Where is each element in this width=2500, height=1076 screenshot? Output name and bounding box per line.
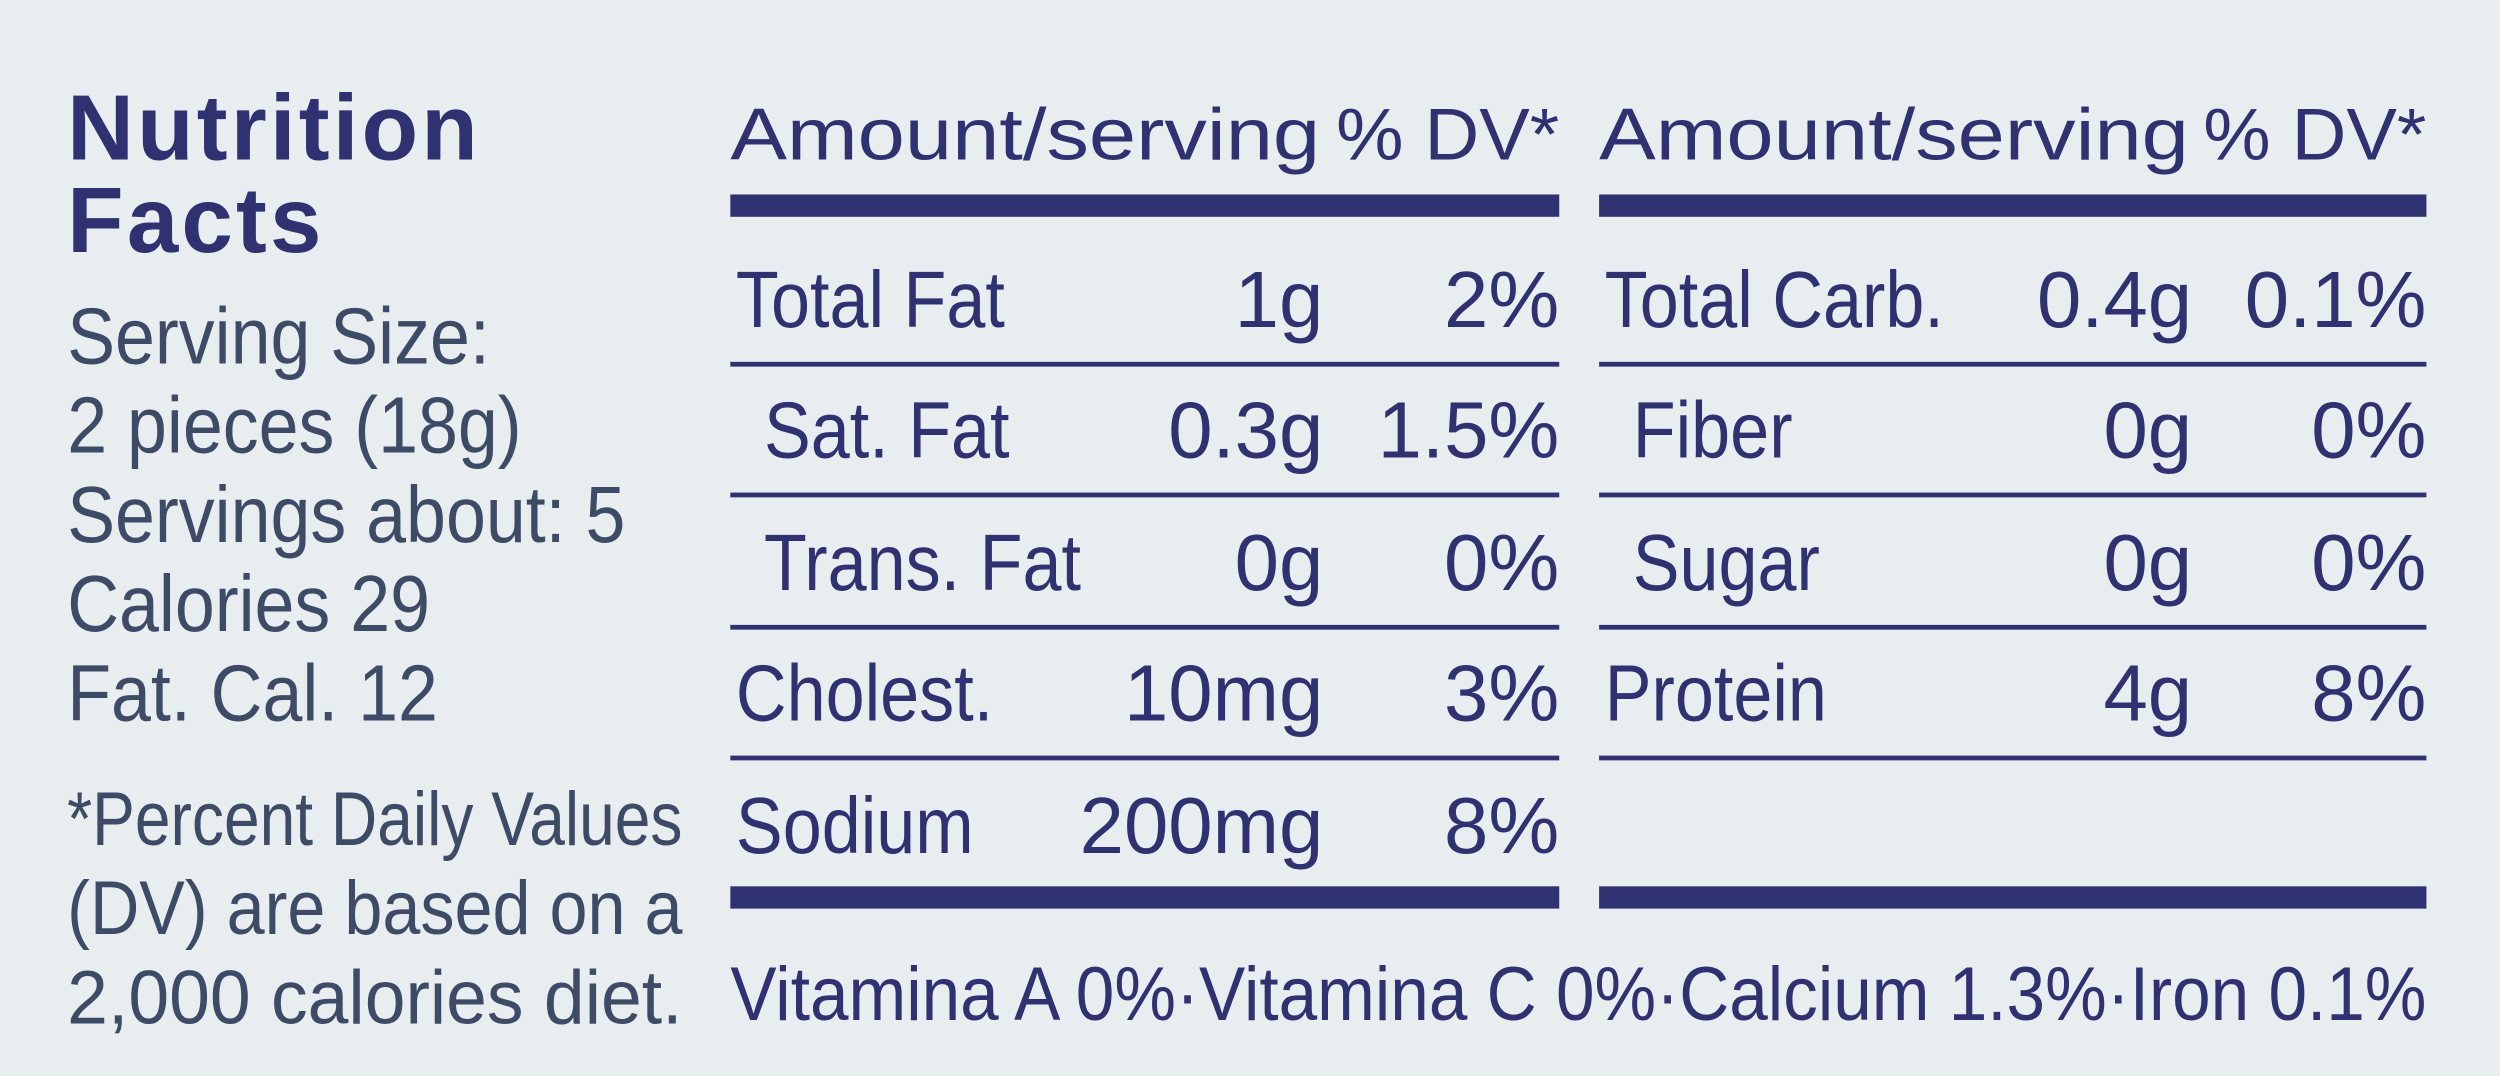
thin-rule — [1599, 361, 2427, 367]
thick-rule — [1599, 886, 2427, 909]
nutrient-dv: 1.5% — [1378, 385, 1560, 474]
thick-rule — [730, 194, 1560, 217]
column-header: % DV* — [1336, 93, 1559, 175]
nutrient-name: Fiber — [1633, 385, 1793, 474]
thick-rule — [730, 886, 1560, 909]
nutrient-dv: 0% — [2311, 385, 2426, 474]
nutrient-dv: 3% — [1444, 649, 1559, 738]
nutrient-dv: 2% — [1444, 255, 1559, 344]
nutrient-dv: 0.1% — [2245, 255, 2427, 344]
nutrient-name: Sugar — [1633, 518, 1820, 607]
nutrient-name: Total Fat — [736, 255, 1005, 344]
nutrient-amount: 0g — [2103, 385, 2192, 474]
thin-rule — [730, 361, 1560, 367]
nutrient-amount: 1g — [1235, 255, 1324, 344]
thin-rule — [730, 624, 1560, 630]
vitamins: Vitamina A 0%·Vitamina C 0%·Calcium 1.3%… — [730, 952, 2426, 1037]
title: Facts — [67, 168, 324, 272]
footnote: 2,000 calories diet. — [67, 955, 682, 1040]
serving-info: Servings about: 5 — [67, 471, 625, 560]
title: Nutrition — [67, 75, 481, 179]
thick-rule — [1599, 194, 2427, 217]
footnote: *Percent Daily Values — [67, 777, 682, 862]
nutrient-dv: 0% — [2311, 518, 2426, 607]
nutrient-name: Sodium — [736, 781, 974, 870]
thin-rule — [1599, 755, 2427, 761]
nutrient-name: Cholest. — [736, 648, 993, 737]
nutrient-amount: 0.4g — [2037, 255, 2192, 344]
column-header: Amount/serving — [1599, 93, 2189, 175]
column-header: Amount/serving — [730, 93, 1320, 175]
nutrient-amount: 0g — [1235, 518, 1324, 607]
nutrient-amount: 10mg — [1124, 649, 1323, 738]
nutrient-name: Protein — [1605, 648, 1827, 737]
nutrient-amount: 0g — [2103, 518, 2192, 607]
nutrient-name: Sat. Fat — [764, 385, 1010, 474]
nutrient-amount: 0.3g — [1168, 385, 1323, 474]
serving-info: 2 pieces (18g) — [67, 381, 522, 470]
nutrient-name: Trans. Fat — [764, 518, 1081, 607]
nutrient-dv: 8% — [2311, 649, 2426, 738]
thin-rule — [1599, 624, 2427, 630]
column-header: % DV* — [2203, 93, 2426, 175]
nutrient-name: Total Carb. — [1605, 255, 1944, 344]
thin-rule — [1599, 492, 2427, 498]
thin-rule — [730, 492, 1560, 498]
serving-info: Fat. Cal. 12 — [67, 649, 438, 738]
thin-rule — [730, 755, 1560, 761]
serving-info: Calories 29 — [67, 560, 430, 649]
nutrient-amount: 200mg — [1080, 781, 1324, 870]
nutrient-dv: 0% — [1444, 518, 1559, 607]
nutrient-dv: 8% — [1444, 781, 1559, 870]
serving-info: Serving Size: — [67, 292, 490, 381]
footnote: (DV) are based on a — [67, 866, 683, 951]
nutrient-amount: 4g — [2103, 649, 2192, 738]
